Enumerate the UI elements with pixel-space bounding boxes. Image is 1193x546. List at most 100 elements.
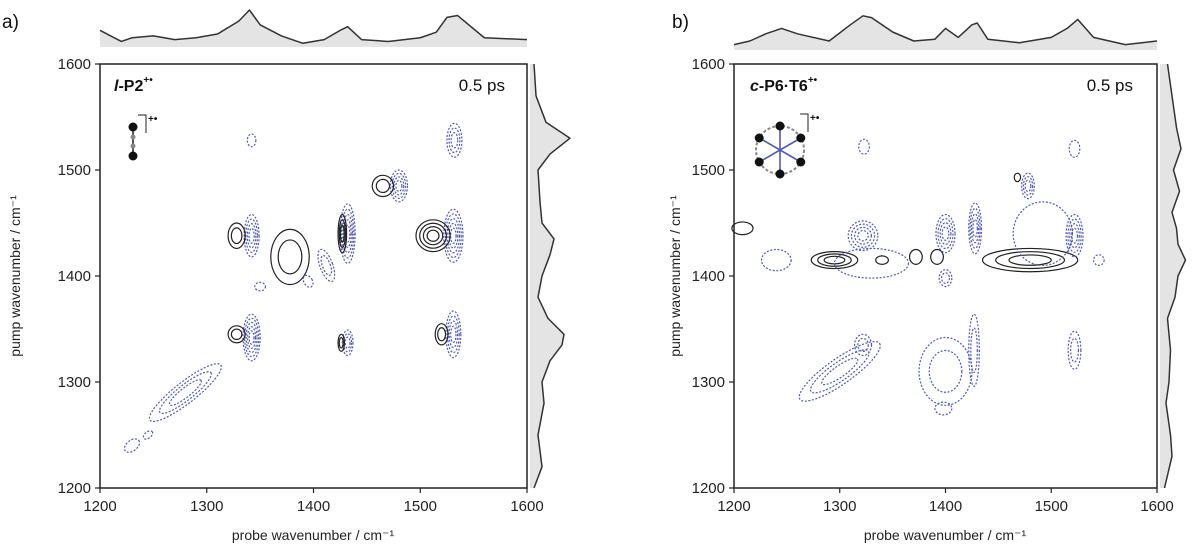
panel-a-sample-rest: -P2 <box>118 78 143 95</box>
contour-level <box>122 436 142 455</box>
contour-peak-negative <box>1068 331 1081 369</box>
panel-b-y-ticks: 12001300140015001600 <box>692 56 734 497</box>
y-tick-label: 1300 <box>58 374 91 391</box>
panel-a-schematic-charge: +• <box>148 114 158 125</box>
x-tick-label: 1200 <box>83 498 116 515</box>
contour-peak-positive <box>876 256 889 264</box>
panel-b-sample-sup: +• <box>808 75 818 86</box>
contour-peak-negative <box>447 123 462 157</box>
contour-peak-positive <box>372 175 393 196</box>
contour-peak-negative <box>793 333 887 410</box>
contour-peak-negative <box>247 134 256 147</box>
contour-peak-negative <box>243 314 260 361</box>
y-tick-label: 1500 <box>58 162 91 179</box>
panel-a-sample-label: l-P2+• <box>114 75 153 95</box>
contour-level <box>423 227 442 245</box>
contour-level <box>732 222 753 235</box>
contour-level <box>271 229 309 284</box>
contour-peak-negative <box>122 436 142 455</box>
contour-level <box>834 248 908 278</box>
panel-b-label: b) <box>672 12 689 33</box>
contour-peak-negative <box>1069 140 1080 157</box>
y-tick-label: 1400 <box>58 268 91 285</box>
contour-level <box>451 228 456 243</box>
panel-b-sample-label: c-P6·T6+• <box>750 75 818 95</box>
contour-level <box>314 247 338 283</box>
contour-peak-negative <box>1094 255 1105 266</box>
contour-level <box>228 223 245 248</box>
contour-level <box>451 133 458 148</box>
ring-node <box>755 158 764 167</box>
contour-level <box>255 282 266 290</box>
contour-level <box>929 351 962 393</box>
panel-b-contours <box>732 139 1104 415</box>
contour-level <box>142 429 154 441</box>
panel-b-sample-italic: c <box>750 78 759 95</box>
contour-level <box>859 139 870 154</box>
panel-b: b) 1200 1300 1400 1500 1600 1200 1300 1400 1500… <box>667 12 1186 543</box>
contour-peak-negative <box>834 248 908 278</box>
panel-a-contours <box>122 123 463 455</box>
top-spectrum-fill <box>734 16 1157 50</box>
contour-level <box>919 337 972 405</box>
contour-level <box>971 328 978 372</box>
contour-level <box>1014 173 1020 181</box>
contour-level <box>438 328 446 341</box>
contour-level <box>372 175 393 196</box>
contour-peak-negative <box>919 337 972 405</box>
contour-level <box>824 256 845 264</box>
contour-peak-negative <box>244 215 259 257</box>
contour-level <box>855 227 872 244</box>
contour-level <box>1072 228 1078 243</box>
contour-level <box>942 227 949 240</box>
panel-b-plot-frame <box>734 64 1157 488</box>
ring-node <box>796 134 805 143</box>
panel-b-right-spectrum <box>1160 64 1186 488</box>
contour-peak-positive <box>416 220 450 252</box>
contour-peak-positive <box>228 223 245 248</box>
contour-level <box>167 377 204 409</box>
contour-peak-negative <box>761 250 791 271</box>
contour-level <box>339 338 343 348</box>
panel-a-dimer-schematic: +• <box>129 114 158 161</box>
contour-level <box>1025 180 1031 191</box>
contour-peak-negative <box>939 270 952 287</box>
x-tick-label: 1600 <box>510 498 543 515</box>
contour-level <box>249 228 254 243</box>
contour-peak-negative <box>144 357 228 429</box>
contour-level <box>144 357 228 429</box>
contour-level <box>1071 338 1079 361</box>
contour-peak-negative <box>969 314 980 386</box>
contour-level <box>876 256 889 264</box>
contour-level <box>931 250 944 265</box>
contour-level <box>396 180 402 191</box>
dimer-link-1 <box>131 135 136 140</box>
contour-level <box>445 214 461 258</box>
panel-a-x-axis-label: probe wavenumber / cm⁻¹ <box>232 527 395 543</box>
contour-peak-negative <box>936 215 955 253</box>
contour-level <box>247 134 256 147</box>
panel-a-sample-sup: +• <box>143 75 153 86</box>
contour-level <box>1069 140 1080 157</box>
right-spectrum-fill <box>1160 64 1186 488</box>
contour-peak-negative <box>969 203 982 254</box>
ring-node <box>796 158 805 167</box>
contour-level <box>451 326 456 342</box>
x-tick-label: 1300 <box>190 498 223 515</box>
contour-peak-negative <box>848 221 878 251</box>
contour-peak-negative <box>314 247 338 283</box>
contour-peak-negative <box>142 429 154 441</box>
contour-level <box>427 230 439 241</box>
panel-a-delay-label: 0.5 ps <box>459 76 505 95</box>
x-tick-label: 1500 <box>1035 498 1068 515</box>
contour-level <box>231 228 242 244</box>
ring-node <box>755 134 764 143</box>
contour-level <box>858 231 868 241</box>
contour-peak-positive <box>732 222 753 235</box>
contour-level <box>806 344 874 399</box>
contour-level <box>155 367 215 419</box>
y-tick-label: 1600 <box>692 56 725 73</box>
contour-level <box>848 221 878 251</box>
contour-peak-positive <box>338 334 344 351</box>
